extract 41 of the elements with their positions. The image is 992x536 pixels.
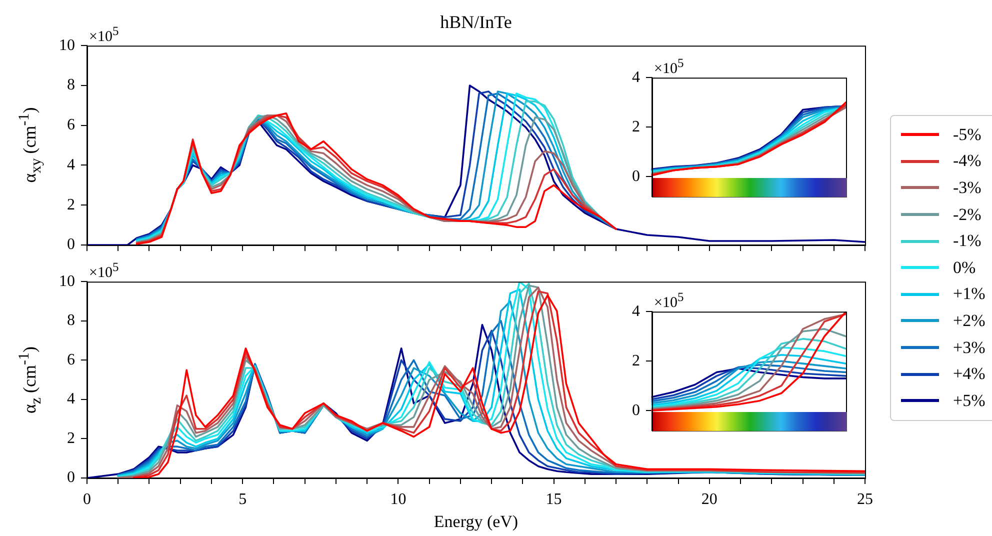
chart-title: hBN/InTe (440, 12, 512, 33)
legend-label: -3% (953, 178, 982, 198)
y-tick-label: 2 (67, 196, 75, 214)
y-tick-label: 10 (59, 36, 75, 54)
text: ×10$^{5}$ (89, 24, 119, 46)
y-tick-label: 6 (67, 116, 75, 134)
y-tick-label: 4 (67, 390, 75, 408)
x-tick-label: 15 (546, 490, 562, 508)
legend-label: -4% (953, 151, 982, 172)
legend-label: -5% (953, 124, 982, 145)
y-tick-label: 2 (67, 430, 75, 447)
x-tick-label: 0 (83, 490, 91, 508)
x-tick-label: 10 (390, 490, 406, 508)
y-tick-label: 8 (67, 76, 75, 94)
legend-label: +2% (953, 310, 986, 331)
legend-label: +3% (953, 338, 986, 358)
y-tick-label: 10 (59, 272, 75, 290)
x-tick-label: 25 (857, 490, 873, 508)
text: ×10$^{5}$ (89, 260, 119, 282)
y-tick-label: 6 (67, 351, 75, 368)
legend-label: 0% (953, 258, 976, 278)
annotation: ×10$^{5}$ (654, 290, 684, 312)
legend-label: -2% (953, 204, 982, 225)
y-tick-label: 0 (632, 402, 640, 419)
y-tick-label: 2 (632, 118, 640, 136)
y-tick-label: 4 (67, 156, 75, 174)
y-tick-label: 8 (67, 312, 75, 330)
y-tick-label: 0 (67, 469, 75, 486)
y-tick-label: 0 (632, 168, 640, 185)
legend-label: -1% (953, 231, 982, 252)
legend-label: +4% (953, 364, 986, 384)
x-tick-label: 20 (701, 490, 718, 508)
legend-label: +5% (953, 390, 986, 411)
legend-label: +1% (953, 284, 986, 304)
y-tick-label: 4 (632, 302, 640, 320)
x-axis-title: Energy (eV) (434, 512, 518, 532)
y-tick-label: 0 (67, 236, 75, 254)
x-tick-label: 5 (238, 490, 247, 508)
y-tick-label: 2 (632, 352, 640, 370)
annotation: ×10$^{5}$ (654, 56, 684, 78)
y-tick-label: 4 (632, 68, 640, 86)
